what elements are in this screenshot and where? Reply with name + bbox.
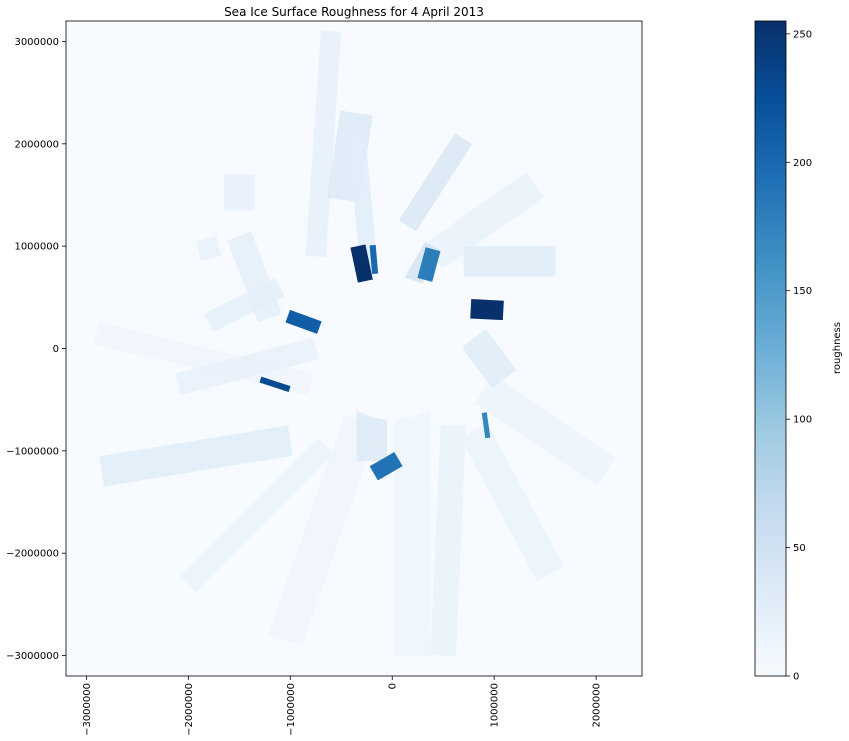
- x-tick-label: −2000000: [184, 683, 195, 736]
- x-tick-label: −3000000: [82, 683, 93, 736]
- swath: [460, 423, 564, 581]
- swath: [461, 329, 517, 389]
- x-tick-label: 0: [388, 683, 399, 689]
- roughness-hotspot: [259, 376, 291, 392]
- roughness-hotspot: [369, 244, 379, 275]
- y-tick-label: 0: [53, 344, 59, 355]
- colorbar-tick-label: 0: [793, 672, 799, 683]
- y-tick-label: −3000000: [6, 651, 59, 662]
- swath: [99, 425, 293, 487]
- colorbar-axis: 0 50 100 150 200 250: [786, 29, 812, 683]
- x-axis: −3000000 −2000000 −1000000 0 1000000 2000000: [82, 676, 603, 736]
- roughness-map: [93, 30, 616, 657]
- colorbar: [754, 20, 787, 677]
- colorbar-label: roughness: [832, 322, 843, 374]
- colorbar-tick-label: 250: [793, 29, 812, 40]
- swath: [474, 375, 616, 486]
- chart-title: Sea Ice Surface Roughness for 4 April 20…: [224, 5, 484, 19]
- roughness-hotspot: [481, 412, 491, 439]
- roughness-hotspot: [470, 299, 504, 321]
- swath: [398, 133, 473, 232]
- swath: [204, 277, 285, 333]
- swath: [394, 409, 431, 656]
- swath: [424, 172, 544, 269]
- data-gap-circle: [320, 277, 464, 420]
- roughness-hotspot: [350, 244, 373, 283]
- roughness-hotspot: [369, 451, 403, 481]
- swath: [224, 174, 255, 211]
- swath: [175, 337, 319, 396]
- x-tick-label: 2000000: [592, 683, 603, 728]
- y-tick-label: 1000000: [14, 242, 59, 253]
- y-tick-label: 3000000: [14, 37, 59, 48]
- swath: [305, 30, 342, 258]
- colorbar-tick-label: 150: [793, 286, 812, 297]
- y-axis: 3000000 2000000 1000000 0 −1000000 −2000000 −3…: [6, 37, 66, 662]
- swath: [347, 132, 378, 268]
- y-tick-label: −1000000: [6, 446, 59, 457]
- colorbar-tick-label: 100: [793, 415, 812, 426]
- y-tick-label: 2000000: [14, 139, 59, 150]
- roughness-hotspot: [417, 247, 441, 282]
- colorbar-tick-label: 200: [793, 158, 812, 169]
- swath: [268, 414, 379, 647]
- swath: [430, 424, 467, 657]
- colorbar-tick-label: 50: [793, 543, 806, 554]
- swath: [93, 322, 314, 396]
- x-tick-label: 1000000: [490, 683, 501, 728]
- swath: [180, 437, 334, 592]
- swath: [463, 246, 556, 277]
- y-tick-label: −2000000: [6, 549, 59, 560]
- roughness-hotspot: [285, 309, 322, 334]
- swath: [196, 236, 222, 262]
- x-tick-label: −1000000: [286, 683, 297, 736]
